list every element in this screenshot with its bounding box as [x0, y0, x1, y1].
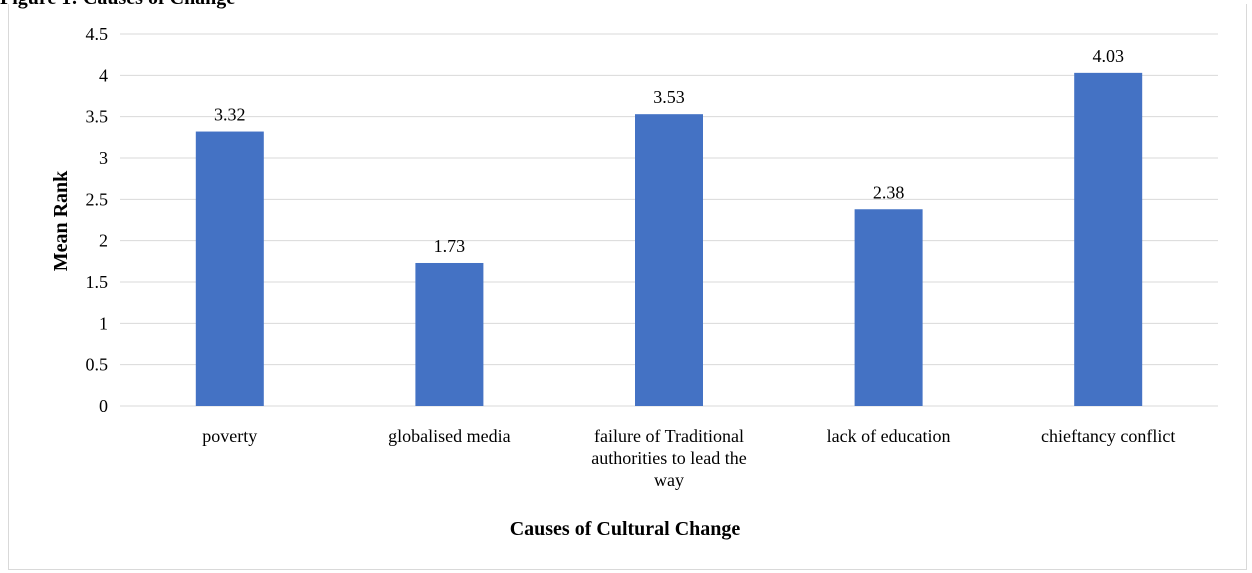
- y-tick-label: 1.5: [86, 272, 109, 292]
- bars: [195, 72, 1143, 406]
- gridlines: [120, 33, 1218, 407]
- chart-frame: [8, 4, 1247, 570]
- bar: [1074, 72, 1143, 406]
- data-label: 2.38: [873, 182, 905, 202]
- x-tick-label: chieftancy conflict: [1041, 426, 1175, 446]
- data-label: 4.03: [1092, 46, 1124, 66]
- y-axis-title: Mean Rank: [50, 170, 72, 271]
- y-tick-label: 4: [99, 65, 108, 85]
- y-tick-label: 0.5: [86, 355, 109, 375]
- x-tick-label: lack of education: [827, 426, 951, 446]
- y-tick-label: 2: [99, 231, 108, 251]
- y-tick-label: 4.5: [86, 24, 109, 44]
- data-labels: 3.32 1.73 3.53 2.38 4.03: [214, 46, 1124, 256]
- data-label: 3.53: [653, 87, 685, 107]
- bar: [195, 131, 264, 406]
- y-tick-label: 3.5: [86, 107, 109, 127]
- figure-caption: Figure 1: Causes of Change: [0, 0, 235, 10]
- y-tick-label: 3: [99, 148, 108, 168]
- x-tick-label: poverty: [202, 426, 257, 446]
- x-tick-label: failure of Traditional authorities to lea…: [591, 426, 746, 490]
- data-label: 3.32: [214, 105, 246, 125]
- x-axis-title: Causes of Cultural Change: [510, 518, 741, 540]
- bar: [854, 209, 923, 406]
- x-tick-label: globalised media: [388, 426, 510, 446]
- bar: [635, 114, 703, 406]
- y-tick-label: 1: [99, 313, 108, 333]
- x-axis-ticks: poverty globalised media failure of Tradit…: [202, 426, 1175, 490]
- y-tick-label: 2.5: [86, 189, 109, 209]
- bar: [415, 262, 484, 406]
- data-label: 1.73: [434, 236, 466, 256]
- y-tick-label: 0: [99, 396, 108, 416]
- y-axis-ticks: 0 0.5 1 1.5 2 2.5 3 3.5 4 4.5: [86, 24, 109, 416]
